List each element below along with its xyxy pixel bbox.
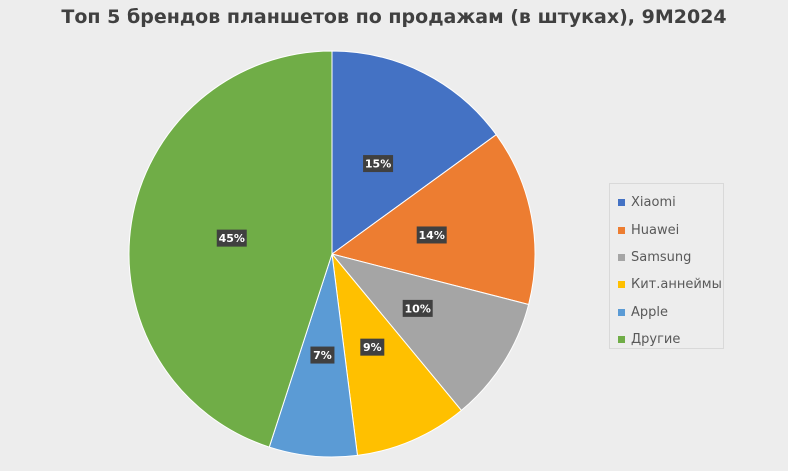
pie-slice-xiaomi [331,50,497,255]
legend-swatch [618,308,625,316]
legend-label: Apple [631,304,669,320]
legend-item-кит-аннеймы: Кит.аннеймы [610,271,723,298]
chart-legend: Xiaomi Huawei Samsung Кит.аннеймы Apple Други… [609,183,724,349]
legend-swatch [618,199,625,207]
legend-item-apple: Apple [610,299,723,326]
svg-text:15%: 15% [365,158,391,171]
pie-slice-другие [128,50,333,448]
legend-item-другие: Другие [610,326,723,353]
svg-text:7%: 7% [313,349,332,362]
pie-slice-samsung [330,253,530,412]
svg-text:45%: 45% [219,232,245,245]
legend-label: Другие [631,332,681,348]
chart-title: Топ 5 брендов планшетов по продажам (в ш… [61,6,727,28]
data-label-samsung: 10% [402,299,433,317]
svg-text:10%: 10% [405,302,431,315]
legend-swatch [618,336,625,344]
data-label-apple: 7% [310,346,335,364]
data-label-xiaomi: 15% [363,155,394,173]
legend-swatch [618,226,625,234]
legend-item-xiaomi: Xiaomi [610,189,723,216]
legend-label: Huawei [631,222,680,238]
legend-label: Samsung [631,249,692,265]
legend-item-samsung: Samsung [610,244,723,271]
legend-label: Xiaomi [631,195,676,211]
legend-swatch [618,281,625,289]
data-label-кит-аннеймы: 9% [360,338,385,356]
legend-swatch [618,253,625,261]
pie-slice-кит-аннеймы [331,252,463,456]
svg-text:9%: 9% [363,341,382,354]
legend-label: Кит.аннеймы [631,277,722,293]
svg-text:14%: 14% [419,229,445,242]
data-label-huawei: 14% [416,226,447,244]
pie-slice-huawei [330,133,536,306]
legend-item-huawei: Huawei [610,216,723,243]
data-label-другие: 45% [216,229,247,247]
